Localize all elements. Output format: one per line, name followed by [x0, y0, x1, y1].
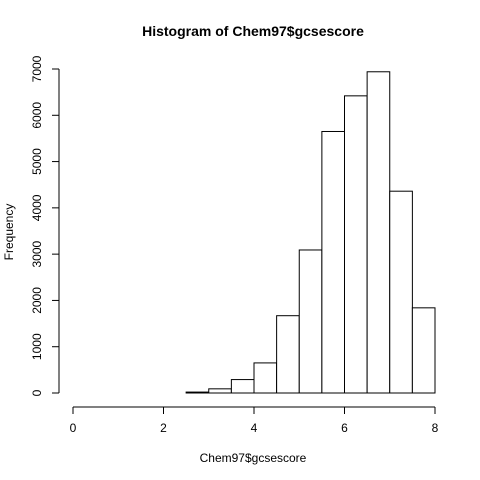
- chart-title: Histogram of Chem97$gcsescore: [142, 23, 364, 39]
- histogram-bar-11: [321, 130, 345, 394]
- histogram-bar-5: [185, 391, 210, 394]
- x-tick-label: 2: [160, 421, 167, 435]
- y-tick-label: 7000: [30, 55, 44, 82]
- histogram-bar-6: [208, 388, 232, 394]
- histogram-bar-12: [344, 95, 368, 394]
- y-tick-label: 6000: [30, 102, 44, 129]
- x-tick-label: 4: [251, 421, 258, 435]
- y-tick-label: 1000: [30, 333, 44, 360]
- x-axis-label: Chem97$gcsescore: [200, 451, 307, 465]
- y-tick-label: 4000: [30, 194, 44, 221]
- x-axis: 0 2 4 6 8: [70, 406, 439, 435]
- y-axis-label: Frequency: [2, 204, 16, 261]
- bars-group: [185, 71, 436, 394]
- histogram-bar-8: [253, 362, 278, 394]
- x-tick-label: 8: [432, 421, 439, 435]
- histogram-bar-13: [366, 71, 391, 394]
- x-tick-label: 0: [70, 421, 77, 435]
- histogram-bar-10: [298, 249, 323, 394]
- y-tick-label: 0: [30, 389, 44, 396]
- y-axis: 0 1000 2000 3000 4000 5000 6000 7000: [30, 55, 60, 396]
- y-tick-label: 2000: [30, 287, 44, 314]
- y-tick-label: 3000: [30, 240, 44, 267]
- histogram-bar-7: [230, 379, 255, 394]
- histogram-bar-14: [389, 190, 413, 394]
- histogram-bar-9: [276, 315, 300, 394]
- x-tick-label: 6: [341, 421, 348, 435]
- histogram-bar-15: [411, 307, 436, 394]
- y-tick-label: 5000: [30, 148, 44, 175]
